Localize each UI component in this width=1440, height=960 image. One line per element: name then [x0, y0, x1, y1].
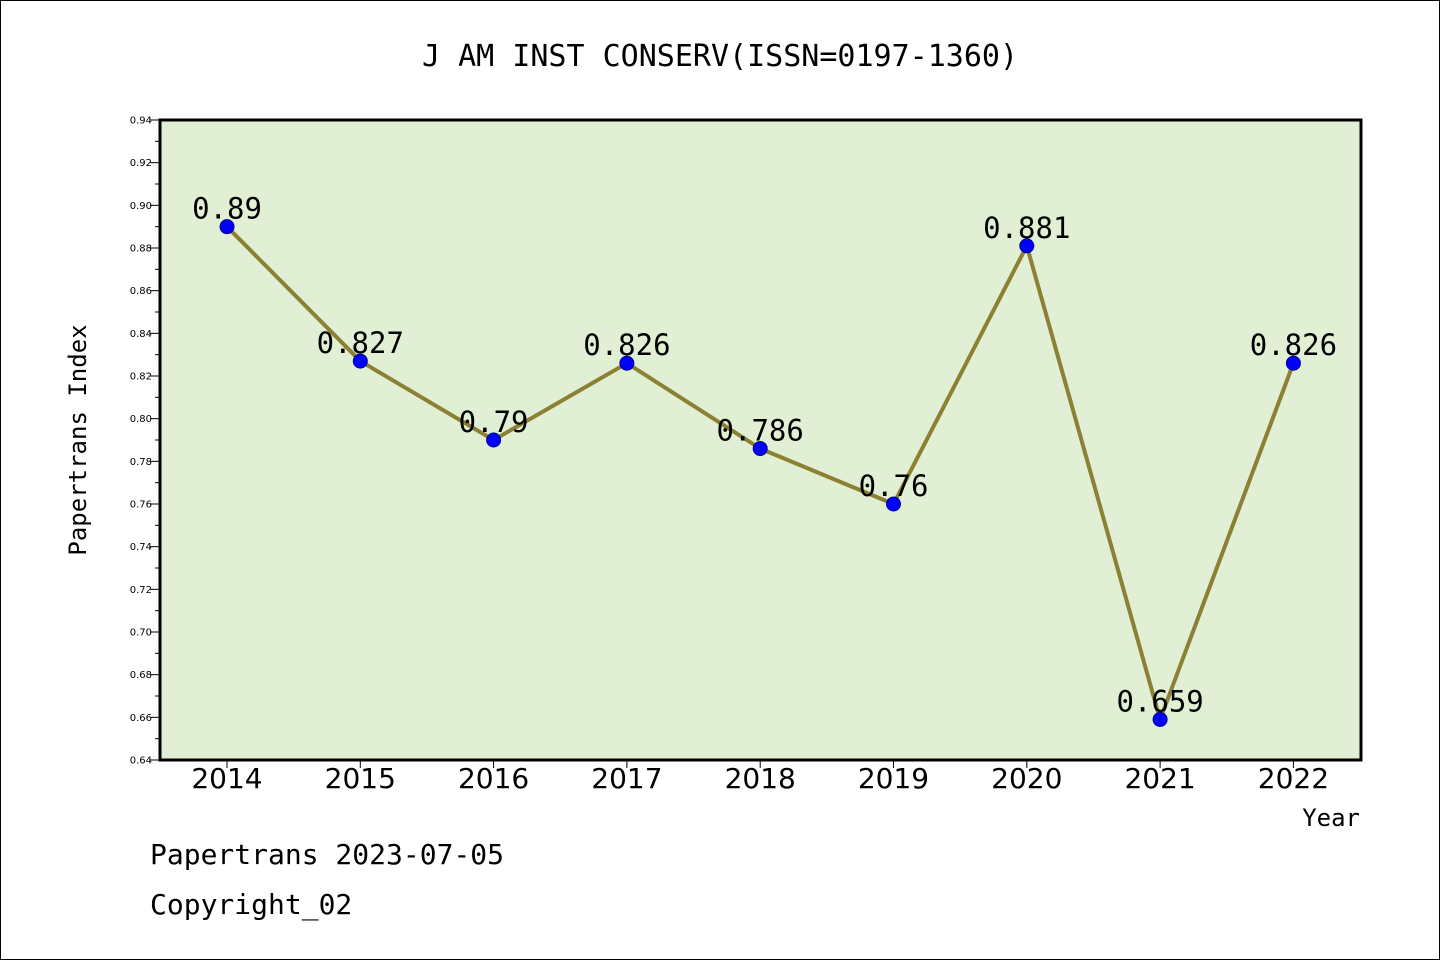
series-line-group — [219, 219, 1301, 727]
data-label: 0.76 — [859, 469, 929, 503]
data-point-2015 — [352, 353, 368, 369]
x-tick-label: 2014 — [191, 762, 262, 795]
y-tick-label: 0.72 — [130, 585, 152, 596]
y-tick-label: 0.94 — [130, 116, 152, 127]
y-tick-label: 0.64 — [130, 756, 152, 767]
x-axis-title: Year — [1302, 804, 1360, 832]
footer-copyright: Copyright_02 — [150, 888, 352, 922]
y-tick-label: 0.80 — [130, 414, 152, 425]
data-label: 0.659 — [1116, 684, 1203, 718]
data-point-2021 — [1152, 711, 1168, 727]
x-tick-label: 2016 — [458, 762, 529, 795]
y-tick-label: 0.66 — [130, 713, 152, 724]
plot-area — [158, 118, 1363, 762]
data-point-2019 — [886, 496, 901, 512]
y-tick-label: 0.68 — [130, 670, 152, 681]
y-tick-label: 0.70 — [130, 628, 152, 639]
data-point-2016 — [486, 432, 502, 448]
x-tick-label: 2018 — [725, 762, 796, 795]
data-label: 0.826 — [1250, 328, 1337, 362]
y-axis: 0.64 0.66 0.68 0.70 0.72 0.74 0.76 0.78 0.80 0.82… — [130, 116, 160, 767]
y-axis-title: Papertrans Index — [64, 324, 92, 555]
data-point-2014 — [219, 219, 235, 235]
x-axis: 2014 2015 2016 2017 2018 2019 2020 2021 2022 — [191, 760, 1329, 795]
data-label-group: 0.89 0.827 0.79 0.826 0.786 0.76 0.881 0.659 0.8… — [192, 192, 1337, 719]
data-point-2020 — [1019, 238, 1035, 254]
x-tick-label: 2022 — [1258, 762, 1329, 795]
y-tick-label: 0.86 — [130, 286, 152, 297]
data-label: 0.89 — [192, 192, 262, 226]
y-tick-label: 0.74 — [130, 542, 152, 553]
y-tick-label: 0.84 — [130, 329, 152, 340]
chart-title: J AM INST CONSERV(ISSN=0197-1360) — [422, 39, 1018, 74]
y-tick-label: 0.88 — [130, 244, 152, 255]
y-tick-label: 0.92 — [130, 158, 152, 169]
data-label: 0.826 — [583, 328, 670, 362]
data-label: 0.79 — [459, 405, 529, 439]
data-label: 0.827 — [317, 326, 404, 360]
footer-date: Papertrans 2023-07-05 — [150, 838, 504, 871]
y-tick-label: 0.82 — [130, 372, 152, 383]
y-tick-label: 0.76 — [130, 500, 152, 511]
x-tick-label: 2017 — [591, 762, 662, 795]
data-label: 0.881 — [983, 211, 1070, 245]
data-label: 0.786 — [717, 414, 804, 448]
x-tick-label: 2021 — [1124, 762, 1195, 795]
data-point-2022 — [1285, 355, 1301, 371]
x-tick-label: 2015 — [325, 762, 396, 795]
y-tick-label: 0.90 — [130, 201, 152, 212]
data-point-2017 — [619, 355, 635, 371]
data-point-2018 — [752, 441, 768, 457]
y-tick-label: 0.78 — [130, 457, 152, 468]
x-tick-label: 2019 — [858, 762, 929, 795]
x-tick-label: 2020 — [991, 762, 1062, 795]
